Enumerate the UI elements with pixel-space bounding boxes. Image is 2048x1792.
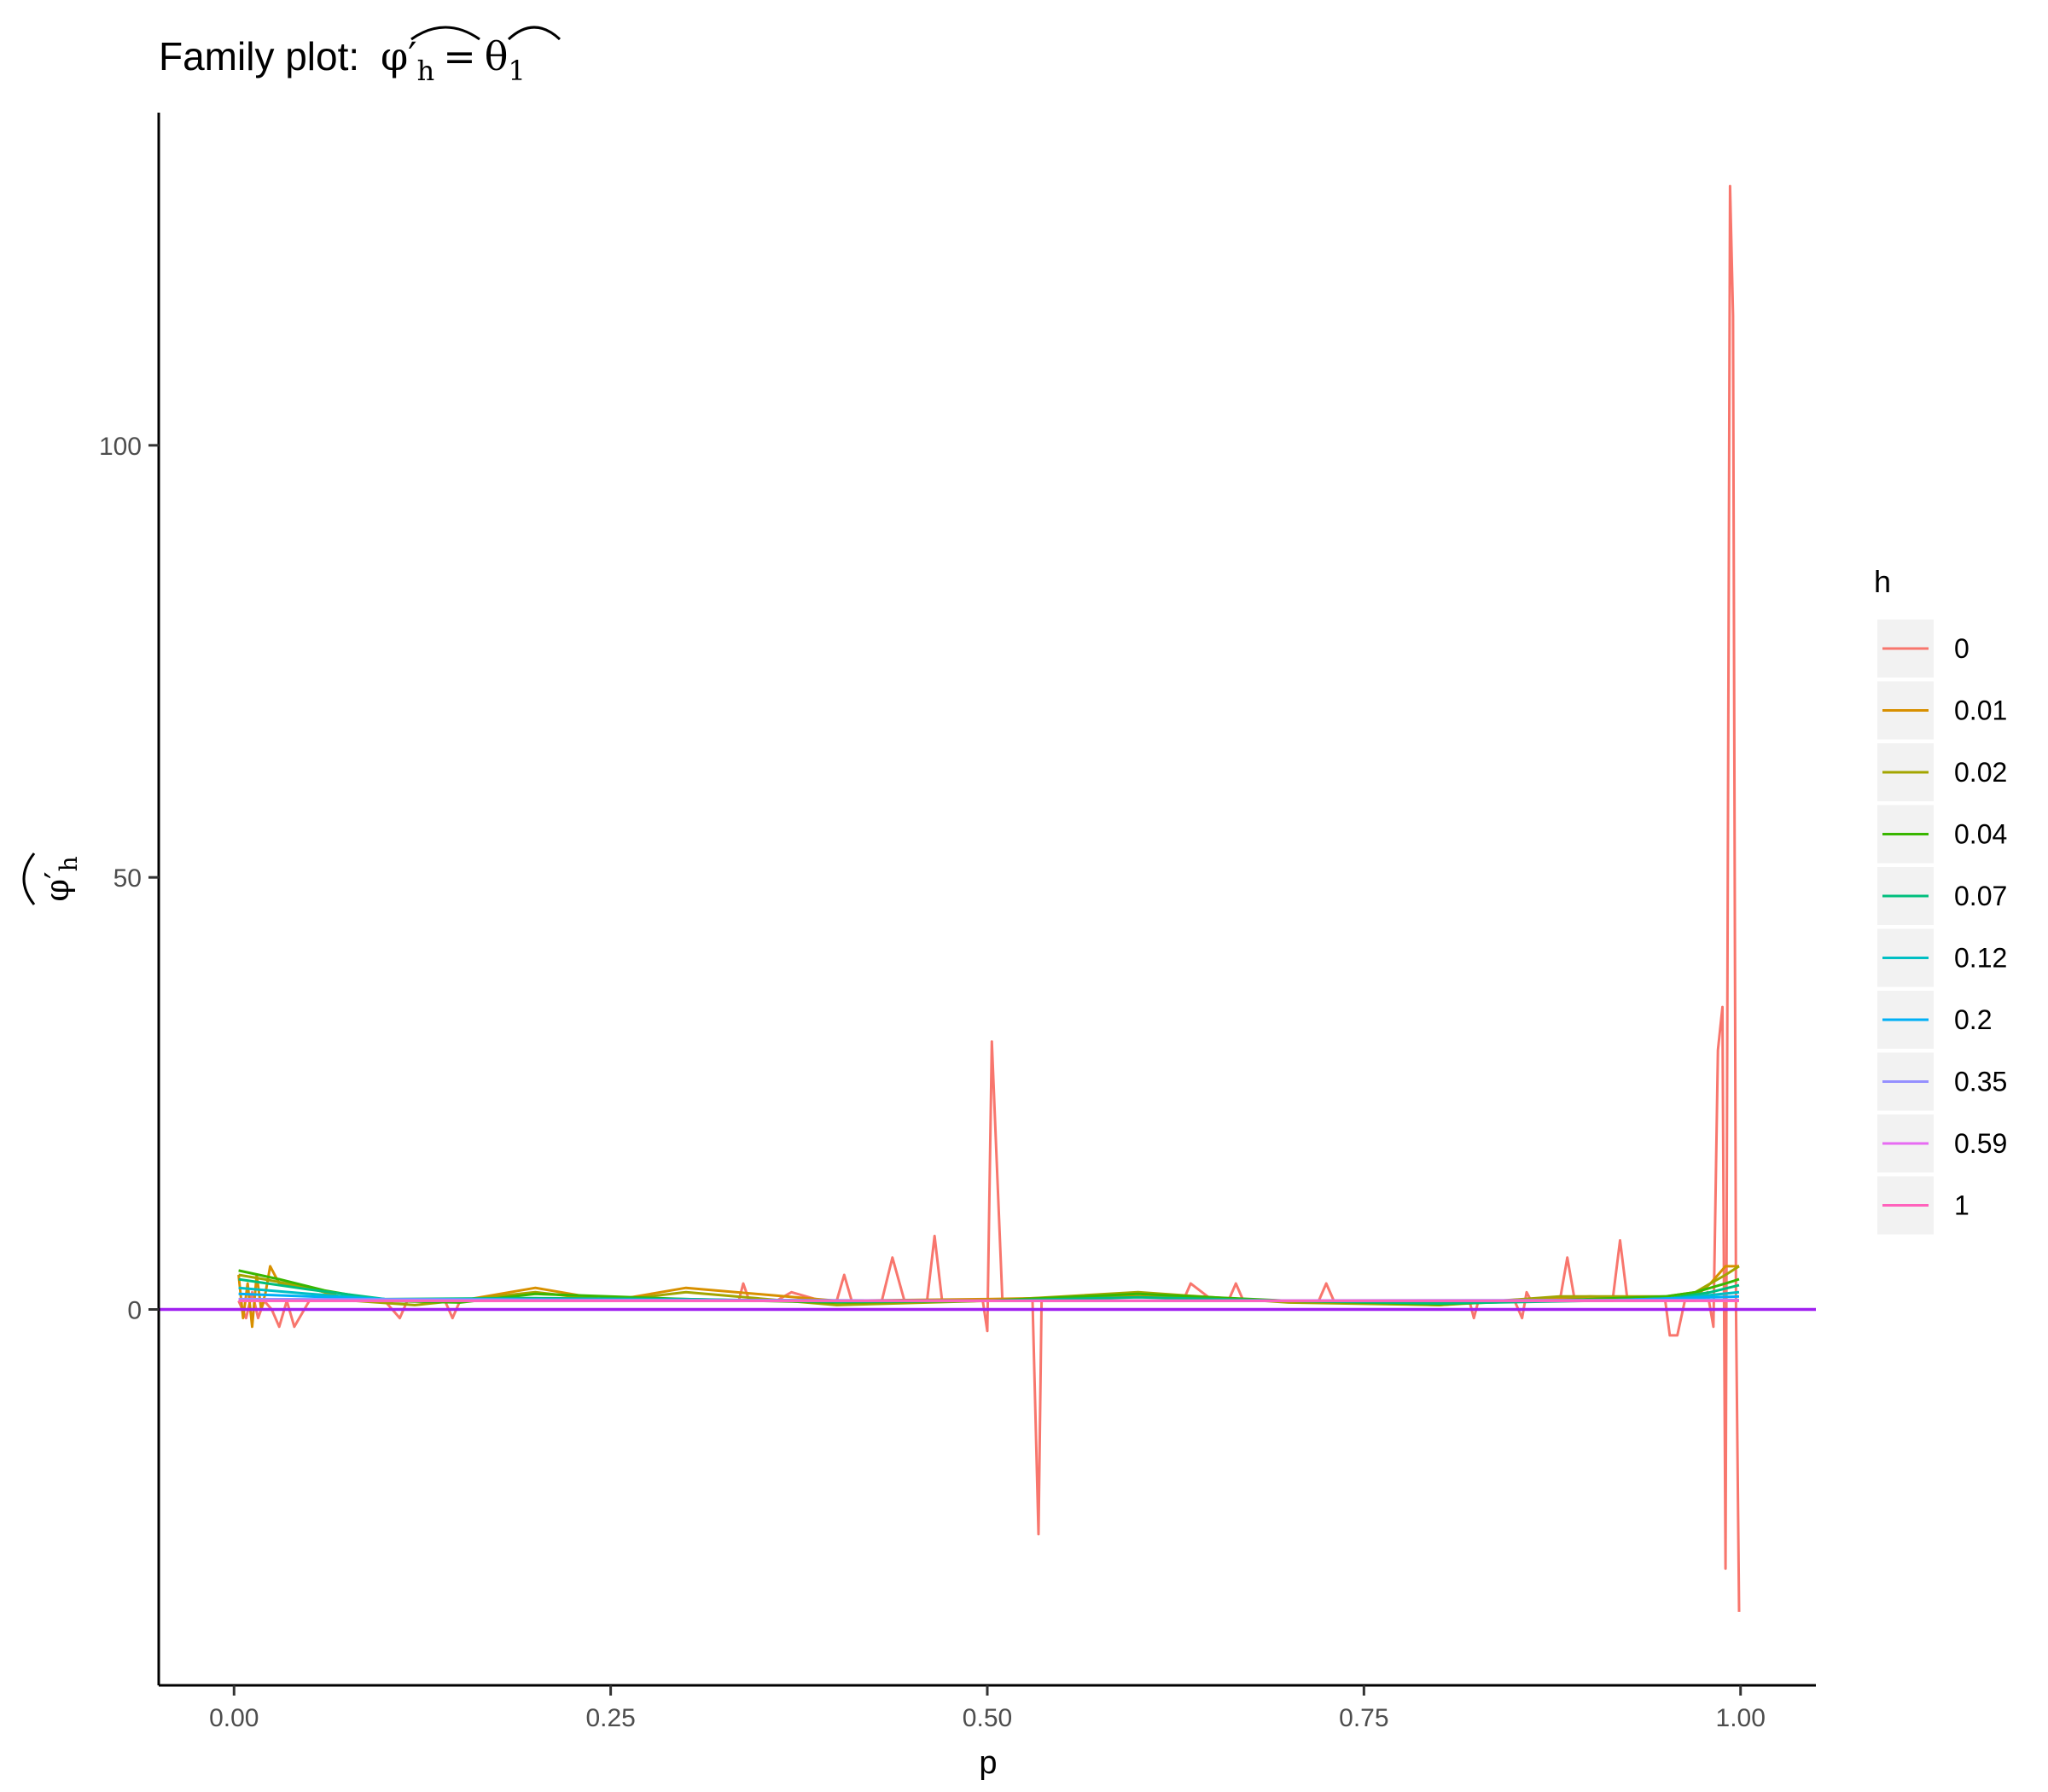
x-tick-label: 0.75 bbox=[1339, 1704, 1388, 1732]
chart-title-lhs-sub: h bbox=[417, 55, 435, 87]
x-tick-label: 1.00 bbox=[1716, 1704, 1766, 1732]
x-tick-label: 0.00 bbox=[209, 1704, 259, 1732]
series-layer bbox=[159, 184, 1816, 1612]
axis-layer: 0.00 0.25 0.50 0.75 1.00 0 50 100 bbox=[99, 113, 1816, 1732]
legend-label: 0.12 bbox=[1954, 943, 2007, 974]
legend-label: 1 bbox=[1954, 1190, 1969, 1221]
legend-label: 0.07 bbox=[1954, 881, 2007, 911]
legend-label: 0.02 bbox=[1954, 757, 2007, 788]
legend-label: 0.01 bbox=[1954, 695, 2007, 726]
legend-title: h bbox=[1874, 564, 1891, 599]
y-axis-title-sub: h bbox=[55, 856, 83, 871]
chart-title-rhs: θ bbox=[485, 33, 509, 79]
y-tick-label: 100 bbox=[99, 433, 142, 461]
x-axis-title: p bbox=[979, 1745, 997, 1781]
chart-title-prefix: Family plot: bbox=[159, 34, 359, 79]
chart-title: Family plot: φ′h = θ1 bbox=[159, 33, 526, 87]
legend-label: 0.35 bbox=[1954, 1067, 2007, 1097]
y-axis-title-symbol: φ′ bbox=[38, 871, 76, 901]
y-axis-title-hat-icon bbox=[22, 852, 36, 905]
legend-label: 0.04 bbox=[1954, 819, 2007, 850]
title-hat-lhs-icon bbox=[410, 26, 480, 41]
chart-title-rhs-sub: 1 bbox=[508, 55, 525, 87]
chart-title-equals: = bbox=[443, 33, 476, 79]
series-line-h-0 bbox=[237, 184, 1741, 1612]
x-tick-label: 0.25 bbox=[585, 1704, 635, 1732]
x-tick-label: 0.50 bbox=[963, 1704, 1012, 1732]
svg-text:φ′h: φ′h bbox=[38, 856, 83, 901]
chart-title-lhs: φ′ bbox=[381, 33, 417, 79]
y-axis-title: φ′h bbox=[22, 852, 83, 905]
legend-label: 0 bbox=[1954, 633, 1969, 664]
legend-label: 0.2 bbox=[1954, 1004, 1992, 1035]
y-tick-label: 50 bbox=[113, 864, 142, 893]
legend: h 0 0.01 0.02 0.04 0.07 0.12 0.2 0.35 0.59 1 bbox=[1874, 564, 2007, 1235]
title-hat-rhs-icon bbox=[507, 26, 561, 41]
y-tick-label: 0 bbox=[127, 1297, 142, 1325]
legend-label: 0.59 bbox=[1954, 1128, 2007, 1159]
